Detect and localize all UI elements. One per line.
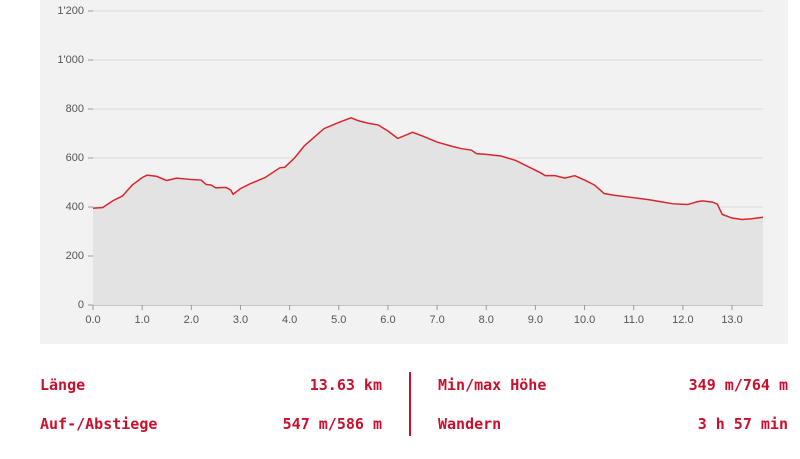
divider bbox=[409, 372, 411, 436]
stat-label: Min/max Höhe bbox=[438, 376, 547, 394]
y-tick-label: 1'200 bbox=[57, 5, 84, 17]
y-tick-label: 400 bbox=[66, 201, 84, 213]
stat-value: 13.63 km bbox=[309, 376, 382, 394]
x-tick-label: 3.0 bbox=[233, 314, 248, 326]
stat-label: Länge bbox=[40, 376, 86, 394]
x-tick-label: 9.0 bbox=[528, 314, 543, 326]
stat-label: Auf-/Abstiege bbox=[40, 415, 158, 433]
stat-value: 349 m/764 m bbox=[688, 376, 788, 394]
x-tick-label: 12.0 bbox=[672, 314, 693, 326]
x-tick-label: 13.0 bbox=[721, 314, 742, 326]
y-tick-label: 600 bbox=[66, 152, 84, 164]
stat-value: 3 h 57 min bbox=[697, 415, 788, 433]
chart: 0 200 400 600 800 1'000 1'200 0.0 1.0 2.0 3.0 4.0 5.… bbox=[40, 0, 788, 344]
x-tick-label: 8.0 bbox=[479, 314, 494, 326]
x-tick-label: 11.0 bbox=[623, 314, 644, 326]
y-tick-label: 1'000 bbox=[57, 54, 84, 66]
y-tick-label: 0 bbox=[78, 299, 84, 311]
stat-value: 547 m/586 m bbox=[282, 415, 382, 433]
x-tick-label: 1.0 bbox=[135, 314, 150, 326]
stat-label: Wandern bbox=[438, 415, 502, 433]
x-tick-label: 5.0 bbox=[331, 314, 346, 326]
y-tick-label: 200 bbox=[66, 250, 84, 262]
x-tick-label: 2.0 bbox=[184, 314, 199, 326]
area bbox=[93, 117, 763, 305]
x-tick-label: 0.0 bbox=[85, 314, 100, 326]
x-tick-label: 7.0 bbox=[429, 314, 444, 326]
x-tick-label: 6.0 bbox=[380, 314, 395, 326]
elevation-line bbox=[92, 117, 764, 221]
x-tick-label: 10.0 bbox=[574, 314, 595, 326]
y-tick-label: 800 bbox=[66, 103, 84, 115]
x-tick-label: 4.0 bbox=[282, 314, 297, 326]
